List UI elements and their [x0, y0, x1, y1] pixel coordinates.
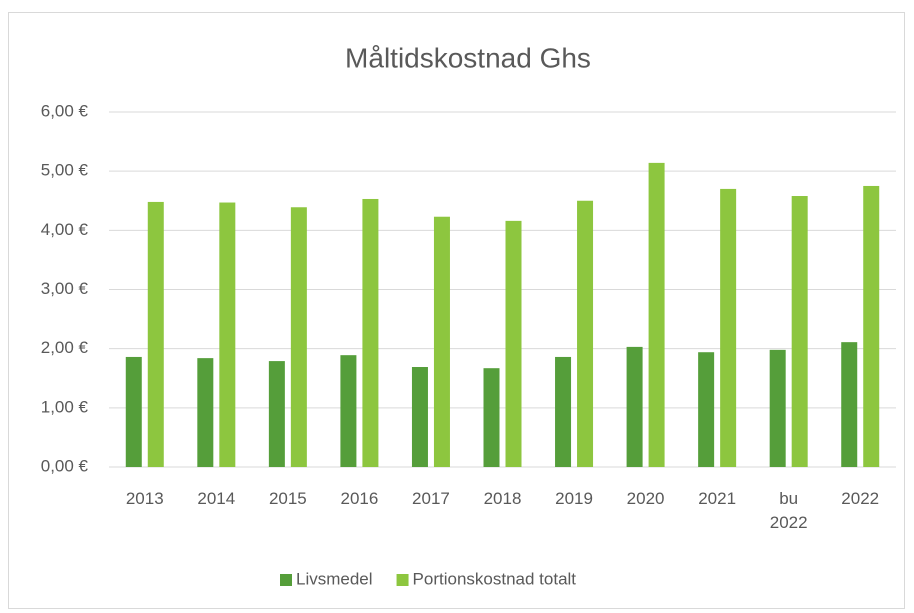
legend-swatch [280, 574, 292, 586]
y-tick-label: 1,00 € [41, 397, 89, 416]
x-tick-label: 2016 [340, 489, 379, 508]
bar [505, 220, 522, 467]
bar [362, 198, 379, 467]
x-tick-label: 2019 [555, 489, 593, 508]
legend-swatch [396, 574, 409, 586]
y-tick-label: 0,00 € [41, 456, 89, 475]
bar [841, 342, 858, 467]
bar [863, 185, 880, 468]
x-tick-label: bu 2022 [769, 489, 808, 532]
y-tick-label: 4,00 € [41, 220, 89, 239]
x-tick-label: 2022 [841, 489, 880, 508]
x-tick-label: 2017 [412, 489, 450, 508]
x-tick-label: 2015 [268, 489, 307, 508]
bar [125, 356, 142, 467]
bar [791, 196, 808, 467]
y-tick-label: 3,00 € [41, 279, 89, 298]
x-tick-label: 2014 [197, 489, 236, 508]
bar [290, 207, 307, 467]
bar [626, 346, 643, 467]
bar [720, 188, 737, 467]
bar [219, 202, 236, 467]
bar [340, 355, 357, 467]
x-tick-label: 2020 [626, 489, 665, 508]
bar [268, 361, 285, 467]
x-tick-label: 2021 [698, 489, 737, 508]
bar [197, 358, 214, 467]
x-tick-label: 2013 [125, 489, 164, 508]
bar [577, 200, 594, 467]
x-tick-label: 2018 [483, 489, 522, 508]
bar [433, 216, 450, 467]
y-tick-label: 6,00 € [41, 101, 89, 120]
bar [147, 201, 164, 467]
bar [555, 356, 572, 467]
legend-label: Livsmedel [296, 569, 373, 588]
bar [411, 367, 428, 467]
legend-label: Portionskostnad totalt [413, 569, 577, 588]
bar [769, 349, 786, 467]
bar [483, 368, 500, 467]
y-tick-label: 5,00 € [41, 161, 89, 180]
bar [648, 162, 665, 467]
y-tick-label: 2,00 € [41, 338, 89, 357]
bar [698, 352, 715, 467]
chart-title: Måltidskostnad Ghs [345, 42, 591, 73]
